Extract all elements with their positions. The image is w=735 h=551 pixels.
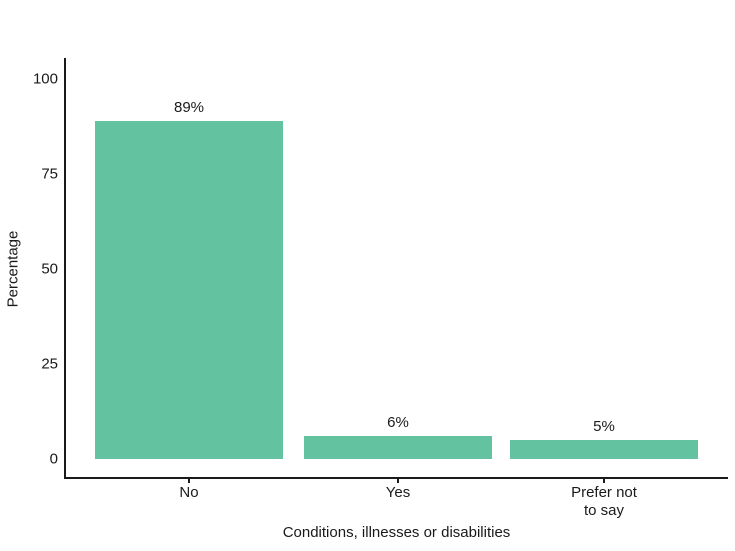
y-tick-label: 75 <box>41 165 58 183</box>
x-axis-line <box>64 477 728 479</box>
y-tick-label: 100 <box>32 70 58 88</box>
x-tick-label: Yes <box>385 484 411 501</box>
x-tick-mark <box>397 479 399 483</box>
x-tick-mark <box>188 479 190 483</box>
x-axis-title: Conditions, illnesses or disabilities <box>282 524 511 541</box>
bar-value-label: 89% <box>173 98 205 116</box>
y-tick-label: 0 <box>49 450 58 468</box>
bar-value-label: 5% <box>593 418 615 435</box>
x-tick-label: No <box>179 484 199 501</box>
y-tick-label: 50 <box>41 260 58 278</box>
bar <box>95 120 283 459</box>
x-tick-mark <box>603 479 605 483</box>
bar-value-label: 6% <box>387 414 409 432</box>
bar <box>510 440 698 459</box>
y-axis-line <box>64 58 66 479</box>
x-tick-label: Prefer not to say <box>571 484 637 519</box>
y-tick-label: 25 <box>41 355 58 373</box>
bar <box>304 436 492 459</box>
